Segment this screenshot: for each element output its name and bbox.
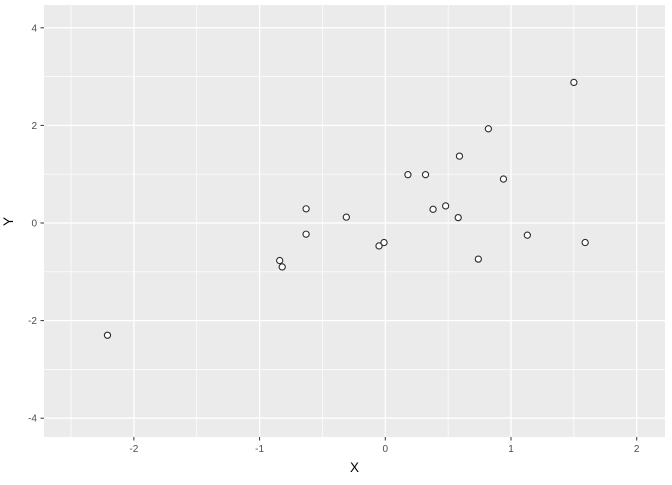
data-point <box>484 125 493 133</box>
data-point <box>581 238 589 247</box>
x-tick-label: 1 <box>508 444 514 455</box>
data-point <box>276 256 284 265</box>
x-axis-tick-labels: -2 -1 0 1 2 <box>129 444 640 455</box>
data-point <box>455 152 464 160</box>
x-tick-label: -1 <box>255 444 264 455</box>
data-point <box>342 213 350 221</box>
x-tick-label: 0 <box>383 444 389 455</box>
y-tick-label: 0 <box>31 219 37 230</box>
x-tick-label: -2 <box>129 444 138 455</box>
data-point <box>570 78 578 87</box>
y-axis-tick-labels: -4 -2 0 2 4 <box>28 23 37 424</box>
axis-tick-marks <box>40 27 638 441</box>
data-point <box>375 242 383 250</box>
y-tick-label: 2 <box>31 121 37 132</box>
x-tick-label: 2 <box>634 444 640 455</box>
data-point <box>429 205 437 213</box>
gridlines-minor <box>44 5 665 437</box>
data-point <box>441 202 450 210</box>
data-point <box>454 213 462 222</box>
data-point <box>302 205 310 213</box>
data-point <box>404 171 412 179</box>
data-points <box>103 78 589 339</box>
data-point <box>499 175 508 183</box>
data-point <box>474 255 482 263</box>
data-point <box>523 231 531 239</box>
y-tick-label: -4 <box>28 414 37 425</box>
data-point <box>421 171 430 179</box>
data-point <box>302 230 310 238</box>
y-axis-title: Y <box>1 217 16 226</box>
y-tick-label: 4 <box>31 23 37 34</box>
data-point <box>380 238 388 247</box>
x-axis-title: X <box>350 460 359 475</box>
y-tick-label: -2 <box>28 316 37 327</box>
data-point <box>278 263 286 271</box>
data-point <box>103 331 112 339</box>
plot-panel-background <box>44 5 665 437</box>
gridlines-major <box>44 5 665 437</box>
